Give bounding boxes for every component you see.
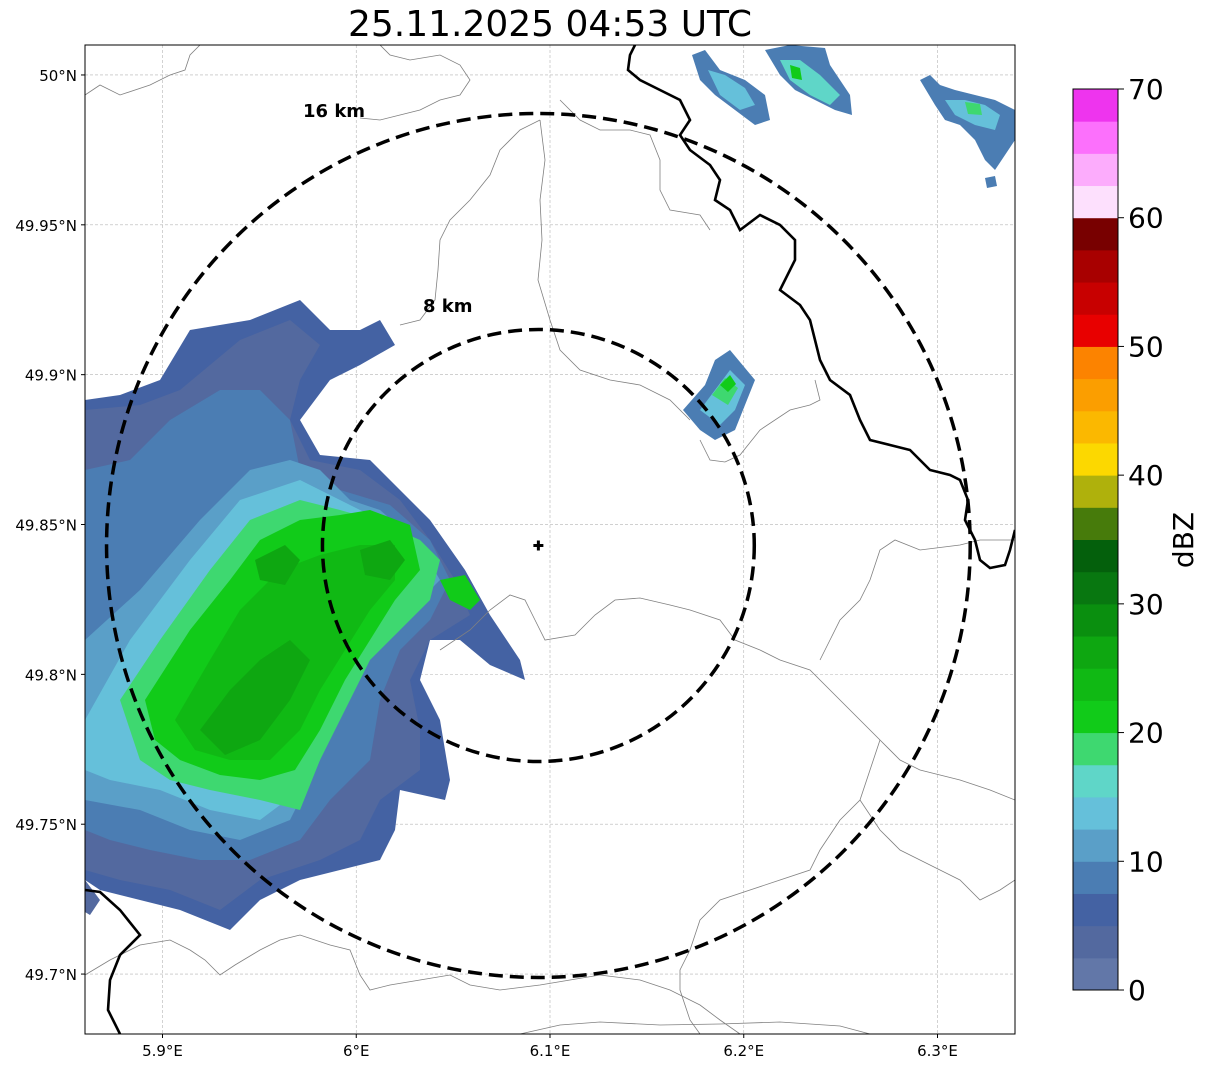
colorbar-frame (1072, 88, 1119, 991)
colorbar-segment-24 (1073, 185, 1118, 219)
y-tick-label-4: 49.8°N (25, 666, 77, 684)
colorbar: 0 10 20 30 40 50 60 70 (1072, 73, 1164, 1007)
ring-label-16km: 16 km (303, 101, 365, 122)
range-ring-16km (104, 111, 972, 980)
y-tick-label-5: 49.75°N (15, 816, 77, 834)
colorbar-segment-22 (1073, 249, 1118, 283)
colorbar-tick-label-2: 20 (1128, 717, 1164, 750)
colorbar-segment-25 (1073, 153, 1118, 187)
x-axis-ticks: 5.9°E 6°E 6.1°E 6.2°E 6.3°E (142, 1034, 958, 1060)
colorbar-segment-12 (1073, 571, 1118, 605)
colorbar-tick-label-1: 10 (1128, 845, 1164, 878)
colorbar-tick-label-4: 40 (1128, 459, 1164, 492)
radar-site-marker (533, 540, 544, 551)
colorbar-segment-19 (1073, 346, 1118, 380)
colorbar-tick-label-0: 0 (1128, 974, 1146, 1007)
colorbar-segment-13 (1073, 539, 1118, 573)
international-border (85, 45, 1015, 1034)
echo-cells-top (692, 45, 852, 125)
colorbar-segment-27 (1073, 89, 1118, 122)
colorbar-segment-10 (1073, 636, 1118, 669)
colorbar-tick-label-5: 50 (1128, 330, 1164, 363)
x-tick-label-0: 5.9°E (142, 1042, 183, 1060)
colorbar-segment-7 (1073, 732, 1118, 766)
ring-label-8km: 8 km (423, 296, 473, 317)
colorbar-tick-label-7: 70 (1128, 73, 1164, 106)
colorbar-tick-label-6: 60 (1128, 202, 1164, 235)
colorbar-segment-15 (1073, 475, 1118, 508)
x-tick-label-3: 6.2°E (723, 1042, 764, 1060)
echo-main-cell-west (85, 300, 525, 930)
colorbar-segment-21 (1073, 282, 1118, 315)
colorbar-segment-0 (1073, 957, 1118, 991)
map-title: 25.11.2025 04:53 UTC (347, 4, 753, 45)
colorbar-segment-17 (1073, 410, 1118, 444)
colorbar-segment-16 (1073, 442, 1118, 476)
colorbar-segment-18 (1073, 378, 1118, 412)
colorbar-segment-2 (1073, 893, 1118, 927)
colorbar-segment-4 (1073, 829, 1118, 862)
y-axis-ticks: 50°N 49.95°N 49.9°N 49.85°N 49.8°N 49.75°N 49.… (15, 67, 85, 984)
colorbar-segment-9 (1073, 668, 1118, 701)
colorbar-segment-5 (1073, 796, 1118, 830)
y-tick-label-2: 49.9°N (25, 367, 77, 385)
colorbar-segment-3 (1073, 861, 1118, 894)
y-tick-label-1: 49.95°N (15, 217, 77, 235)
y-tick-label-3: 49.85°N (15, 517, 77, 535)
colorbar-segment-20 (1073, 314, 1118, 347)
x-tick-label-1: 6°E (343, 1042, 370, 1060)
admin-borders (85, 45, 1015, 1034)
echo-cell-north-east (683, 350, 755, 440)
y-tick-label-6: 49.7°N (25, 966, 77, 984)
colorbar-segment-14 (1073, 507, 1118, 540)
y-tick-label-0: 50°N (39, 67, 77, 85)
x-tick-label-4: 6.3°E (917, 1042, 958, 1060)
colorbar-segment-1 (1073, 925, 1118, 959)
colorbar-segment-8 (1073, 700, 1118, 734)
x-tick-label-2: 6.1°E (530, 1042, 571, 1060)
colorbar-segment-11 (1073, 603, 1118, 637)
colorbar-segment-26 (1073, 121, 1118, 154)
colorbar-segment-23 (1073, 217, 1118, 251)
range-rings (104, 111, 972, 980)
colorbar-tick-label-3: 30 (1128, 588, 1164, 621)
colorbar-label: dBZ (1167, 512, 1200, 568)
colorbar-segment-6 (1073, 764, 1118, 798)
echo-cells-top-right (920, 75, 1015, 188)
range-ring-8km (320, 327, 757, 764)
